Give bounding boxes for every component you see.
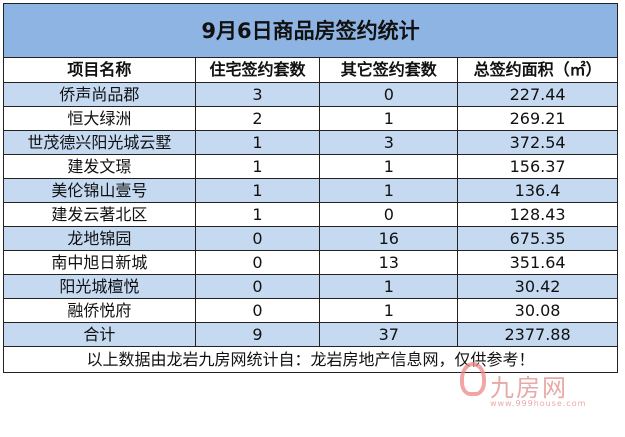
table-row: 侨声尚品郡 3 0 227.44 <box>3 82 618 107</box>
cell-total-area: 30.42 <box>457 274 618 299</box>
table-row: 阳光城檀悦 0 1 30.42 <box>3 274 618 299</box>
cell-total-area: 351.64 <box>457 250 618 275</box>
cell-residential-count: 0 <box>194 274 321 299</box>
header-project-name: 项目名称 <box>3 57 196 83</box>
cell-project-name: 阳光城檀悦 <box>3 274 196 299</box>
cell-residential-count: 2 <box>194 106 321 131</box>
cell-other-count: 1 <box>319 154 459 179</box>
cell-residential-count: 0 <box>194 226 321 251</box>
table-row: 建发文璟 1 1 156.37 <box>3 154 618 179</box>
table-title: 9月6日商品房签约统计 <box>3 3 618 58</box>
cell-residential-count: 3 <box>194 82 321 107</box>
cell-total-area: 2377.88 <box>457 322 618 347</box>
cell-total-area: 372.54 <box>457 130 618 155</box>
footer-note: 以上数据由龙岩九房网统计自：龙岩房地产信息网，仅供参考！ <box>3 346 618 373</box>
header-total-area: 总签约面积（㎡） <box>457 57 618 83</box>
cell-other-count: 1 <box>319 178 459 203</box>
header-other-count: 其它签约套数 <box>319 57 459 83</box>
cell-residential-count: 1 <box>194 202 321 227</box>
cell-total-area: 30.08 <box>457 298 618 323</box>
cell-other-count: 37 <box>319 322 459 347</box>
cell-project-name: 世茂德兴阳光城云墅 <box>3 130 196 155</box>
cell-other-count: 0 <box>319 82 459 107</box>
cell-total-area: 227.44 <box>457 82 618 107</box>
cell-residential-count: 1 <box>194 154 321 179</box>
table-row: 美伦锦山壹号 1 1 136.4 <box>3 178 618 203</box>
cell-residential-count: 0 <box>194 298 321 323</box>
cell-other-count: 1 <box>319 298 459 323</box>
cell-project-name: 建发云著北区 <box>3 202 196 227</box>
cell-total-area: 136.4 <box>457 178 618 203</box>
cell-total-area: 156.37 <box>457 154 618 179</box>
cell-project-name: 融侨悦府 <box>3 298 196 323</box>
table-row: 世茂德兴阳光城云墅 1 3 372.54 <box>3 130 618 155</box>
cell-project-name: 美伦锦山壹号 <box>3 178 196 203</box>
cell-total-area: 128.43 <box>457 202 618 227</box>
total-row: 合计 9 37 2377.88 <box>3 322 618 347</box>
cell-residential-count: 1 <box>194 178 321 203</box>
cell-other-count: 3 <box>319 130 459 155</box>
header-residential-count: 住宅签约套数 <box>194 57 321 83</box>
table-row: 恒大绿洲 2 1 269.21 <box>3 106 618 131</box>
cell-other-count: 16 <box>319 226 459 251</box>
table-row: 龙地锦园 0 16 675.35 <box>3 226 618 251</box>
cell-project-name: 合计 <box>3 322 196 347</box>
cell-other-count: 0 <box>319 202 459 227</box>
table-row: 南中旭日新城 0 13 351.64 <box>3 250 618 275</box>
cell-other-count: 1 <box>319 106 459 131</box>
cell-residential-count: 1 <box>194 130 321 155</box>
cell-project-name: 南中旭日新城 <box>3 250 196 275</box>
cell-total-area: 675.35 <box>457 226 618 251</box>
cell-other-count: 13 <box>319 250 459 275</box>
cell-total-area: 269.21 <box>457 106 618 131</box>
cell-project-name: 龙地锦园 <box>3 226 196 251</box>
header-row: 项目名称 住宅签约套数 其它签约套数 总签约面积（㎡） <box>3 57 618 83</box>
cell-project-name: 侨声尚品郡 <box>3 82 196 107</box>
cell-residential-count: 0 <box>194 250 321 275</box>
table-row: 建发云著北区 1 0 128.43 <box>3 202 618 227</box>
cell-other-count: 1 <box>319 274 459 299</box>
sales-table: 9月6日商品房签约统计 项目名称 住宅签约套数 其它签约套数 总签约面积（㎡） … <box>3 3 618 373</box>
table-row: 融侨悦府 0 1 30.08 <box>3 298 618 323</box>
cell-project-name: 建发文璟 <box>3 154 196 179</box>
cell-project-name: 恒大绿洲 <box>3 106 196 131</box>
cell-residential-count: 9 <box>194 322 321 347</box>
